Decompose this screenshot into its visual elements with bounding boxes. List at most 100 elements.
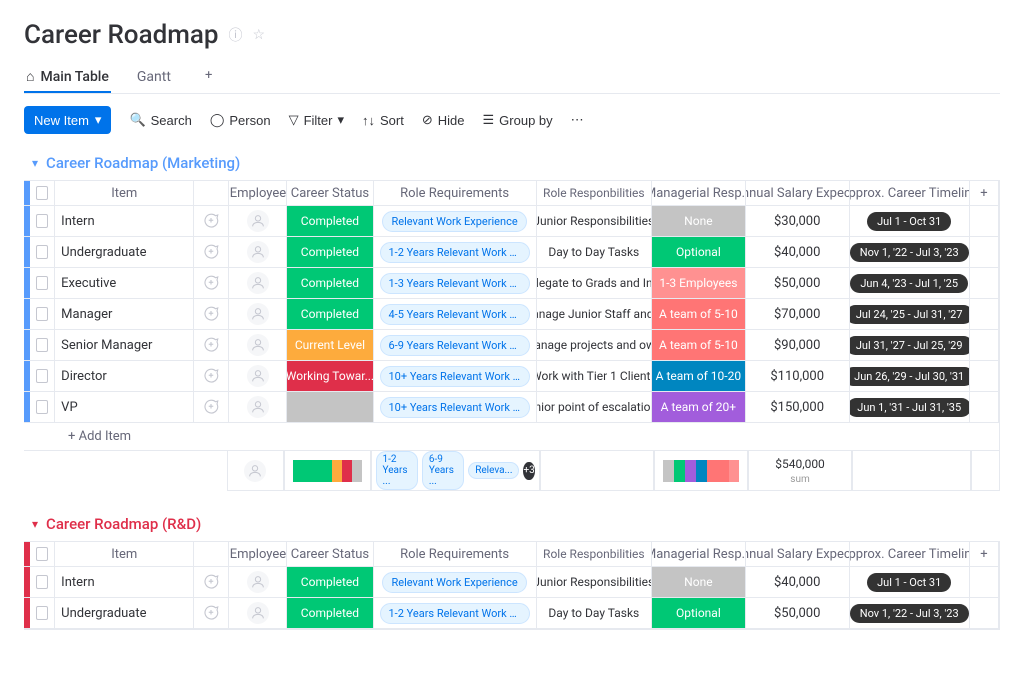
- responsibility-cell[interactable]: Day to Day Tasks: [537, 598, 652, 628]
- add-item-button[interactable]: + Add Item: [24, 423, 999, 450]
- hide-button[interactable]: ⊘Hide: [422, 112, 465, 128]
- row-checkbox[interactable]: [36, 369, 48, 383]
- add-column-button[interactable]: +: [970, 181, 999, 205]
- requirement-pill[interactable]: 10+ Years Relevant Work Experience: [380, 397, 530, 418]
- table-row[interactable]: Intern Completed Relevant Work Experienc…: [24, 206, 999, 237]
- status-cell[interactable]: Completed: [287, 268, 372, 298]
- chat-icon[interactable]: [200, 303, 222, 325]
- col-resp[interactable]: Role Responbilities: [537, 542, 652, 566]
- managerial-cell[interactable]: None: [652, 567, 745, 597]
- row-checkbox[interactable]: [36, 245, 48, 259]
- requirement-pill[interactable]: 1-2 Years Relevant Work Experience: [380, 242, 530, 263]
- col-timeline[interactable]: Approx. Career Timeline: [850, 181, 970, 205]
- col-status[interactable]: Career Status: [287, 542, 373, 566]
- info-icon[interactable]: ⓘ: [229, 25, 243, 45]
- table-row[interactable]: Intern Completed Relevant Work Experienc…: [24, 567, 999, 598]
- row-checkbox[interactable]: [36, 214, 48, 228]
- group-collapse-icon[interactable]: ▾: [32, 156, 38, 170]
- requirement-pill[interactable]: 1-3 Years Relevant Work Experience: [380, 273, 530, 294]
- group-by-button[interactable]: ☰Group by: [483, 112, 553, 128]
- managerial-cell[interactable]: Optional: [652, 237, 745, 267]
- item-name[interactable]: Director: [55, 361, 194, 391]
- person-button[interactable]: ◯Person: [210, 112, 271, 128]
- avatar-icon[interactable]: [247, 241, 269, 263]
- table-row[interactable]: Manager Completed 4-5 Years Relevant Wor…: [24, 299, 999, 330]
- col-req[interactable]: Role Requirements: [374, 542, 537, 566]
- col-salary[interactable]: Annual Salary Expec...: [746, 181, 850, 205]
- col-mgr[interactable]: Managerial Resp...: [652, 181, 746, 205]
- requirement-pill[interactable]: 1-2 Years Relevant Work Experience: [380, 603, 530, 624]
- requirement-pill[interactable]: 6-9 Years Relevant Work Experience: [380, 335, 530, 356]
- chat-icon[interactable]: [200, 396, 222, 418]
- group-collapse-icon[interactable]: ▾: [32, 517, 38, 531]
- row-checkbox[interactable]: [36, 400, 48, 414]
- col-status[interactable]: Career Status: [287, 181, 373, 205]
- col-item[interactable]: Item: [55, 542, 194, 566]
- item-name[interactable]: Undergraduate: [55, 598, 194, 628]
- managerial-cell[interactable]: None: [652, 206, 745, 236]
- managerial-cell[interactable]: Optional: [652, 598, 745, 628]
- table-row[interactable]: VP 10+ Years Relevant Work Experience Se…: [24, 392, 999, 423]
- group-title[interactable]: Career Roadmap (Marketing): [46, 154, 240, 172]
- star-icon[interactable]: ☆: [253, 27, 266, 43]
- responsibility-cell[interactable]: Junior Responsibilities: [537, 206, 652, 236]
- chat-icon[interactable]: [200, 210, 222, 232]
- filter-button[interactable]: ▽Filter▾: [289, 112, 344, 128]
- item-name[interactable]: Manager: [55, 299, 194, 329]
- tab-main-table[interactable]: ⌂ Main Table: [24, 62, 111, 93]
- more-button[interactable]: ⋯: [571, 112, 584, 128]
- avatar-icon[interactable]: [247, 334, 269, 356]
- item-name[interactable]: Intern: [55, 567, 194, 597]
- sort-button[interactable]: ↑↓Sort: [362, 113, 404, 128]
- requirement-pill[interactable]: 4-5 Years Relevant Work Experience: [380, 304, 530, 325]
- responsibility-cell[interactable]: Junior Responsibilities: [537, 567, 652, 597]
- salary-cell[interactable]: $40,000: [746, 237, 850, 267]
- salary-cell[interactable]: $30,000: [746, 206, 850, 236]
- item-name[interactable]: Intern: [55, 206, 194, 236]
- status-cell[interactable]: Completed: [287, 567, 372, 597]
- search-button[interactable]: 🔍Search: [129, 112, 191, 128]
- responsibility-cell[interactable]: Delegate to Grads and Int...: [537, 268, 652, 298]
- item-name[interactable]: Senior Manager: [55, 330, 194, 360]
- timeline-pill[interactable]: Jun 26, '29 - Jul 30, '31: [850, 367, 970, 386]
- chat-icon[interactable]: [200, 334, 222, 356]
- timeline-pill[interactable]: Jul 24, '25 - Jul 31, '27: [850, 305, 970, 324]
- requirement-pill[interactable]: Relevant Work Experience: [382, 572, 526, 593]
- chat-icon[interactable]: [200, 365, 222, 387]
- item-name[interactable]: VP: [55, 392, 194, 422]
- managerial-cell[interactable]: A team of 5-10: [652, 330, 745, 360]
- select-all-checkbox[interactable]: [36, 186, 48, 200]
- table-row[interactable]: Undergraduate Completed 1-2 Years Releva…: [24, 598, 999, 629]
- timeline-pill[interactable]: Jun 4, '23 - Jul 1, '25: [850, 274, 968, 293]
- avatar-icon[interactable]: [247, 571, 269, 593]
- salary-cell[interactable]: $110,000: [746, 361, 850, 391]
- table-row[interactable]: Director Working Towar... 10+ Years Rele…: [24, 361, 999, 392]
- salary-cell[interactable]: $50,000: [746, 598, 850, 628]
- salary-cell[interactable]: $90,000: [746, 330, 850, 360]
- requirement-pill[interactable]: 10+ Years Relevant Work Experience: [380, 366, 530, 387]
- add-view-button[interactable]: +: [197, 62, 220, 93]
- responsibility-cell[interactable]: Day to Day Tasks: [537, 237, 652, 267]
- status-cell[interactable]: Completed: [287, 598, 372, 628]
- row-checkbox[interactable]: [36, 606, 48, 620]
- avatar-icon[interactable]: [247, 396, 269, 418]
- chat-icon[interactable]: [200, 241, 222, 263]
- col-timeline[interactable]: Approx. Career Timeline: [850, 542, 970, 566]
- timeline-pill[interactable]: Jul 1 - Oct 31: [867, 212, 951, 231]
- requirement-pill[interactable]: Relevant Work Experience: [382, 211, 526, 232]
- table-row[interactable]: Senior Manager Current Level 6-9 Years R…: [24, 330, 999, 361]
- timeline-pill[interactable]: Jul 1 - Oct 31: [867, 573, 951, 592]
- timeline-pill[interactable]: Jul 31, '27 - Jul 25, '29: [850, 336, 970, 355]
- table-row[interactable]: Undergraduate Completed 1-2 Years Releva…: [24, 237, 999, 268]
- chat-icon[interactable]: [200, 272, 222, 294]
- responsibility-cell[interactable]: Work with Tier 1 Clients: [537, 361, 652, 391]
- managerial-cell[interactable]: A team of 20+: [652, 392, 745, 422]
- row-checkbox[interactable]: [36, 276, 48, 290]
- tab-gantt[interactable]: Gantt: [135, 62, 173, 93]
- salary-cell[interactable]: $70,000: [746, 299, 850, 329]
- status-cell[interactable]: Completed: [287, 237, 372, 267]
- col-employee[interactable]: Employee: [229, 542, 287, 566]
- managerial-cell[interactable]: A team of 5-10: [652, 299, 745, 329]
- group-title[interactable]: Career Roadmap (R&D): [46, 515, 201, 533]
- new-item-button[interactable]: New Item ▾: [24, 106, 111, 134]
